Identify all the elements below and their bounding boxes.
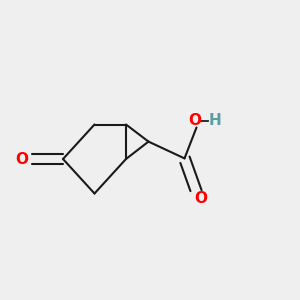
Text: O: O [194,191,207,206]
Text: O: O [15,152,28,166]
Text: O: O [188,113,201,128]
Text: H: H [208,113,221,128]
